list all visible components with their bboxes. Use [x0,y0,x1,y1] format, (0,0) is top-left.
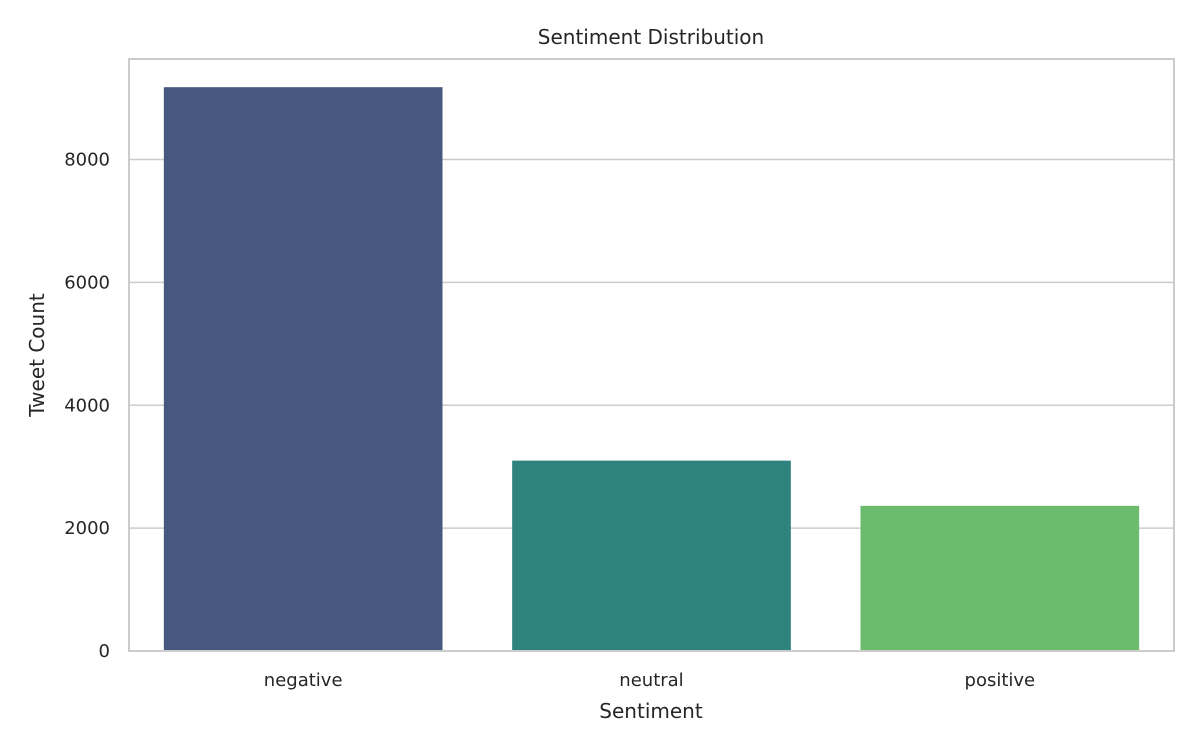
y-axis-label: Tweet Count [25,293,49,418]
bars [163,87,1140,651]
y-tick-label: 2000 [64,518,110,539]
chart-title: Sentiment Distribution [538,25,764,49]
y-tick-label: 6000 [64,272,110,293]
bar-positive [860,505,1140,651]
plot-frame [128,58,1175,652]
y-tick-labels: 0 2000 4000 6000 8000 [64,150,110,662]
y-tick-label: 4000 [64,395,110,416]
y-tick-label: 8000 [64,150,110,171]
x-tick-label: positive [965,670,1036,691]
x-tick-label: neutral [619,670,683,691]
x-tick-labels: negative neutral positive [264,670,1035,691]
y-tick-label: 0 [99,641,110,662]
bar-negative [163,87,443,651]
bar-neutral [512,460,791,651]
x-axis-label: Sentiment [599,699,703,723]
x-tick-label: negative [264,670,343,691]
